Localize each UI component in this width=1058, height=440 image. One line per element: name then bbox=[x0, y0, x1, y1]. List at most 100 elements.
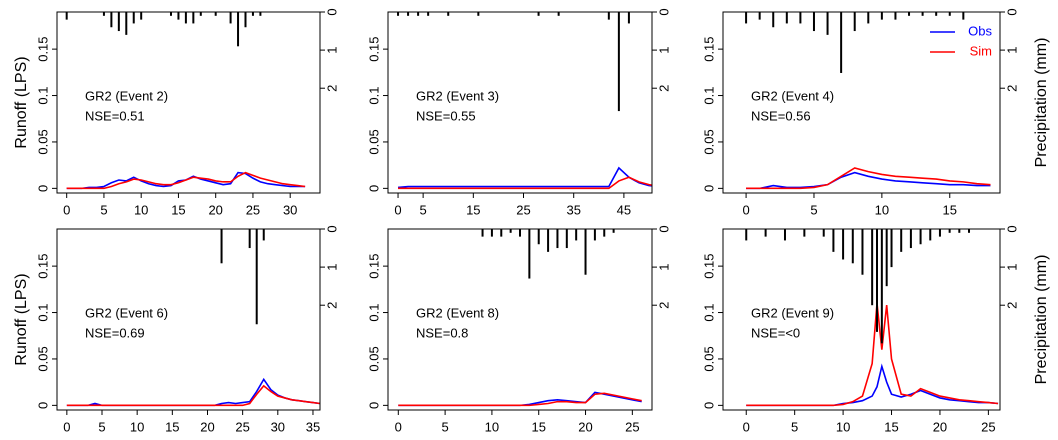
precip-bar bbox=[772, 12, 775, 28]
y2-tick-label: 2 bbox=[324, 85, 339, 92]
precip-bar bbox=[500, 229, 503, 237]
panel: 0 5 10 15 0 0.05 0.1 0.15 0 1 2 GR2 (Event 4) NSE=0.… bbox=[701, 8, 1050, 217]
precip-bar bbox=[617, 12, 620, 112]
y-tick-label: 0 bbox=[35, 185, 50, 192]
x-tick-label: 10 bbox=[134, 202, 148, 217]
y2-tick-label: 2 bbox=[1004, 302, 1019, 309]
panel: 0 5 10 15 20 25 30 0 0.05 0.1 0.15 0 1 2 GR2 (Event 2)… bbox=[13, 8, 339, 217]
precip-bar bbox=[812, 12, 815, 32]
y-tick-label: 0 bbox=[366, 185, 381, 192]
precip-bar bbox=[968, 229, 971, 233]
x-tick-label: 30 bbox=[283, 202, 297, 217]
x-tick-label: 5 bbox=[791, 419, 798, 434]
precip-bar bbox=[894, 12, 897, 20]
x-tick-label: 0 bbox=[743, 419, 750, 434]
y2-axis-title: Precipitation (mm) bbox=[1033, 255, 1050, 385]
y2-tick-label: 2 bbox=[656, 85, 671, 92]
x-tick-label: 35 bbox=[306, 419, 320, 434]
precip-bar bbox=[880, 229, 883, 344]
x-tick-label: 20 bbox=[933, 419, 947, 434]
plot-frame bbox=[387, 228, 653, 411]
y2-tick-label: 2 bbox=[324, 302, 339, 309]
y2-tick-label: 0 bbox=[656, 225, 671, 232]
x-tick-label: 0 bbox=[742, 202, 749, 217]
plot-frame bbox=[722, 228, 1001, 411]
precip-bar bbox=[603, 229, 606, 237]
y-tick-label: 0.05 bbox=[35, 346, 50, 371]
precip-bar bbox=[935, 12, 938, 16]
runoff-line bbox=[398, 176, 652, 190]
x-tick-label: 25 bbox=[235, 419, 249, 434]
precip-bar bbox=[826, 12, 829, 35]
runoff-line bbox=[66, 384, 320, 407]
precip-bar bbox=[214, 12, 217, 16]
x-tick-label: 0 bbox=[63, 419, 70, 434]
precip-bar bbox=[584, 229, 587, 275]
precip-bar bbox=[853, 12, 856, 32]
y-tick-label: 0 bbox=[366, 402, 381, 409]
precip-bar bbox=[880, 12, 883, 20]
runoff-line bbox=[398, 391, 642, 407]
precip-bar bbox=[758, 12, 761, 20]
y-tick-label: 0.05 bbox=[366, 129, 381, 154]
precip-bar bbox=[407, 12, 410, 16]
precip-bar bbox=[251, 12, 254, 16]
plot-frame bbox=[56, 228, 321, 411]
runoff-line bbox=[66, 377, 320, 407]
precip-bar bbox=[397, 12, 400, 16]
y-tick-label: 0 bbox=[701, 185, 716, 192]
runoff-line bbox=[398, 392, 642, 407]
precip-bar bbox=[140, 12, 143, 20]
annotation: GR2 (Event 9) bbox=[751, 305, 834, 320]
precip-bar bbox=[169, 12, 172, 16]
y-tick-label: 0 bbox=[701, 402, 716, 409]
precip-bar bbox=[745, 229, 748, 241]
x-tick-label: 5 bbox=[441, 419, 448, 434]
precip-bar bbox=[593, 229, 596, 241]
y-tick-label: 0.15 bbox=[366, 36, 381, 61]
y-tick-label: 0.15 bbox=[35, 36, 50, 61]
x-tick-label: 20 bbox=[578, 419, 592, 434]
precip-bar bbox=[871, 229, 874, 306]
y2-tick-label: 1 bbox=[324, 46, 339, 53]
precip-bar bbox=[125, 12, 128, 35]
legend-label: Obs bbox=[968, 23, 992, 38]
y-tick-label: 0.05 bbox=[701, 346, 716, 371]
y-tick-label: 0.05 bbox=[35, 129, 50, 154]
x-tick-label: 5 bbox=[100, 202, 107, 217]
annotation: GR2 (Event 6) bbox=[85, 305, 168, 320]
y-tick-label: 0.1 bbox=[701, 86, 716, 104]
precip-bar bbox=[929, 229, 932, 241]
precip-bar bbox=[612, 229, 615, 233]
y-tick-label: 0.1 bbox=[35, 303, 50, 321]
precip-bar bbox=[948, 229, 951, 233]
precip-bar bbox=[417, 12, 420, 16]
x-tick-label: 10 bbox=[130, 419, 144, 434]
x-tick-label: 10 bbox=[875, 202, 889, 217]
x-tick-label: 15 bbox=[884, 419, 898, 434]
x-tick-label: 30 bbox=[271, 419, 285, 434]
annotation: GR2 (Event 8) bbox=[416, 305, 499, 320]
precip-bar bbox=[919, 229, 922, 245]
precip-bar bbox=[607, 12, 610, 20]
precip-bar bbox=[132, 12, 135, 24]
precip-bar bbox=[799, 12, 802, 24]
precip-bar bbox=[885, 229, 888, 287]
y2-tick-label: 0 bbox=[324, 225, 339, 232]
precip-bar bbox=[490, 229, 493, 237]
precip-bar bbox=[537, 12, 540, 16]
precip-bar bbox=[861, 229, 864, 275]
precip-bar bbox=[556, 229, 559, 249]
y2-tick-label: 0 bbox=[1004, 225, 1019, 232]
plot-frame bbox=[56, 11, 321, 194]
y-axis-title: Runoff (LPS) bbox=[13, 273, 30, 365]
precip-bar bbox=[220, 229, 223, 264]
precip-bar bbox=[900, 229, 903, 252]
x-tick-label: 0 bbox=[63, 202, 70, 217]
x-tick-label: 5 bbox=[98, 419, 105, 434]
precip-bar bbox=[65, 12, 68, 20]
precip-bar bbox=[832, 229, 835, 252]
y-tick-label: 0.1 bbox=[366, 303, 381, 321]
precip-bar bbox=[177, 12, 180, 20]
precip-bar bbox=[519, 229, 521, 237]
